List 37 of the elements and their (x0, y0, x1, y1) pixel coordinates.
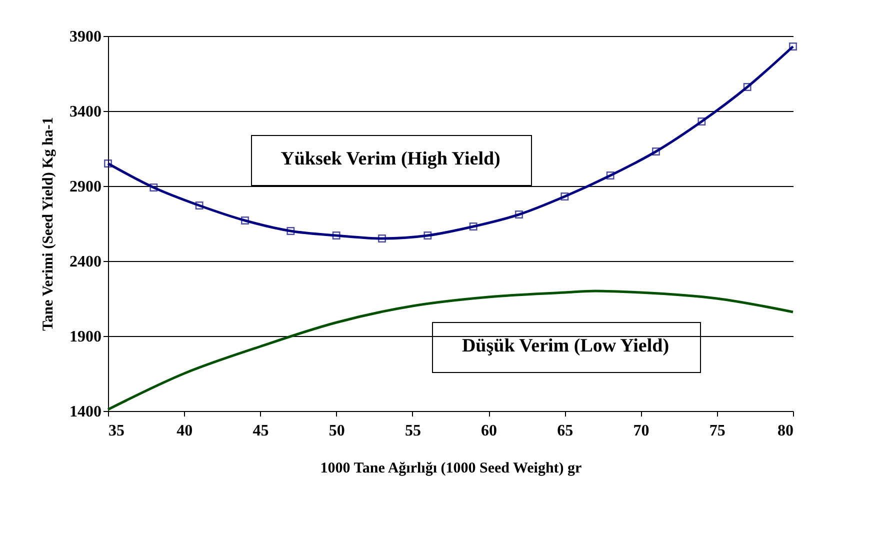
x-tick-label: 65 (557, 422, 574, 440)
y-tick-label: 1400 (70, 404, 102, 420)
y-tick-label: 1900 (70, 328, 102, 346)
point (789, 42, 797, 50)
point (560, 192, 569, 200)
y-tick-label: 2900 (70, 178, 102, 196)
point (241, 216, 249, 224)
x-tick-label: 75 (709, 422, 726, 440)
point (150, 184, 158, 192)
y-axis-title: Tane Verimi (Seed Yield) Kg ha-1 (40, 117, 56, 331)
y-tick-label: 3400 (70, 104, 102, 120)
point (424, 232, 432, 240)
y-tick-label: 2400 (70, 254, 102, 270)
point (606, 172, 614, 180)
point (104, 160, 112, 168)
line-series (106, 290, 794, 411)
x-tick-label: 45 (252, 422, 269, 440)
point (652, 148, 660, 156)
x-tick-label: 70 (633, 422, 650, 440)
x-tick-label: 60 (481, 422, 498, 440)
point (698, 118, 706, 126)
point (515, 210, 523, 218)
point (286, 227, 295, 235)
x-tick-label: 40 (176, 422, 193, 440)
point (195, 202, 204, 210)
point (332, 232, 340, 240)
x-axis-title: 1000 Tane Ağırlığı (1000 Seed Weight) gr (320, 460, 582, 476)
x-tick-label: 80 (778, 422, 794, 440)
y-tick-label: 3900 (70, 28, 102, 46)
x-tick-label: 50 (328, 422, 345, 440)
point (378, 234, 386, 242)
point (743, 83, 752, 91)
point (469, 222, 478, 230)
text: Yüksek Verim (High Yield) (280, 148, 500, 170)
x-tick-label: 35 (108, 422, 124, 440)
x-tick-label: 55 (404, 422, 421, 440)
series-label: Düşük Verim (Low Yield) (462, 336, 670, 356)
